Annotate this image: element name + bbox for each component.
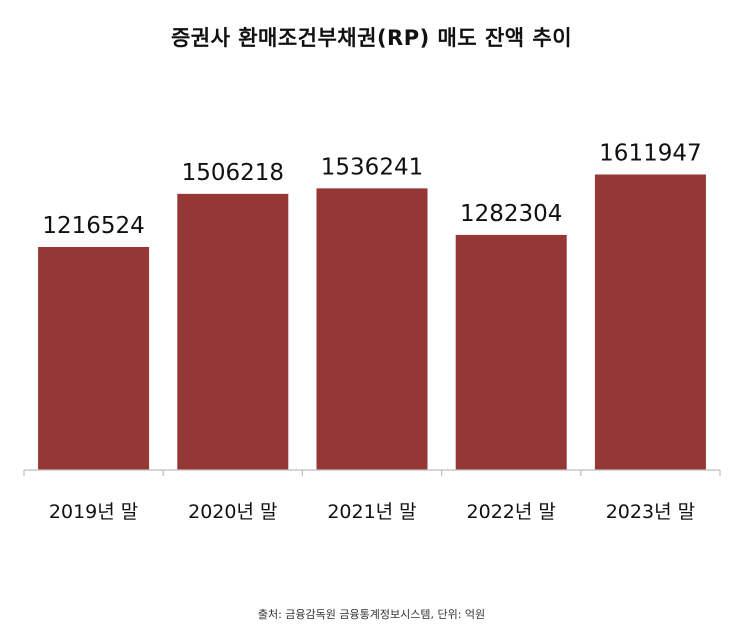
x-ticks-group [23,470,721,476]
data-label-4: 1282304 [460,201,562,227]
category-label-3: 2021년 말 [327,501,416,523]
data-labels-group: 1216524 1506218 1536241 1282304 1611947 [42,140,701,238]
category-labels-group: 2019년 말 2020년 말 2021년 말 2022년 말 2023년 말 [49,501,695,523]
category-label-2: 2020년 말 [188,501,277,523]
category-label-1: 2019년 말 [49,501,138,523]
chart-title: 증권사 환매조건부채권(RP) 매도 잔액 추이 [170,26,573,50]
category-label-4: 2022년 말 [467,501,556,523]
bar-2 [177,193,289,470]
data-label-5: 1611947 [599,140,701,166]
source-note: 출처: 금융감독원 금융통계정보시스템, 단위: 억원 [257,608,486,621]
bar-5 [594,174,706,470]
category-label-5: 2023년 말 [606,501,695,523]
bar-4 [455,234,567,470]
data-label-3: 1536241 [321,154,423,180]
data-label-1: 1216524 [42,213,144,239]
bars-group [38,174,706,470]
data-label-2: 1506218 [182,160,284,186]
bar-1 [38,246,150,470]
bar-3 [316,188,428,470]
